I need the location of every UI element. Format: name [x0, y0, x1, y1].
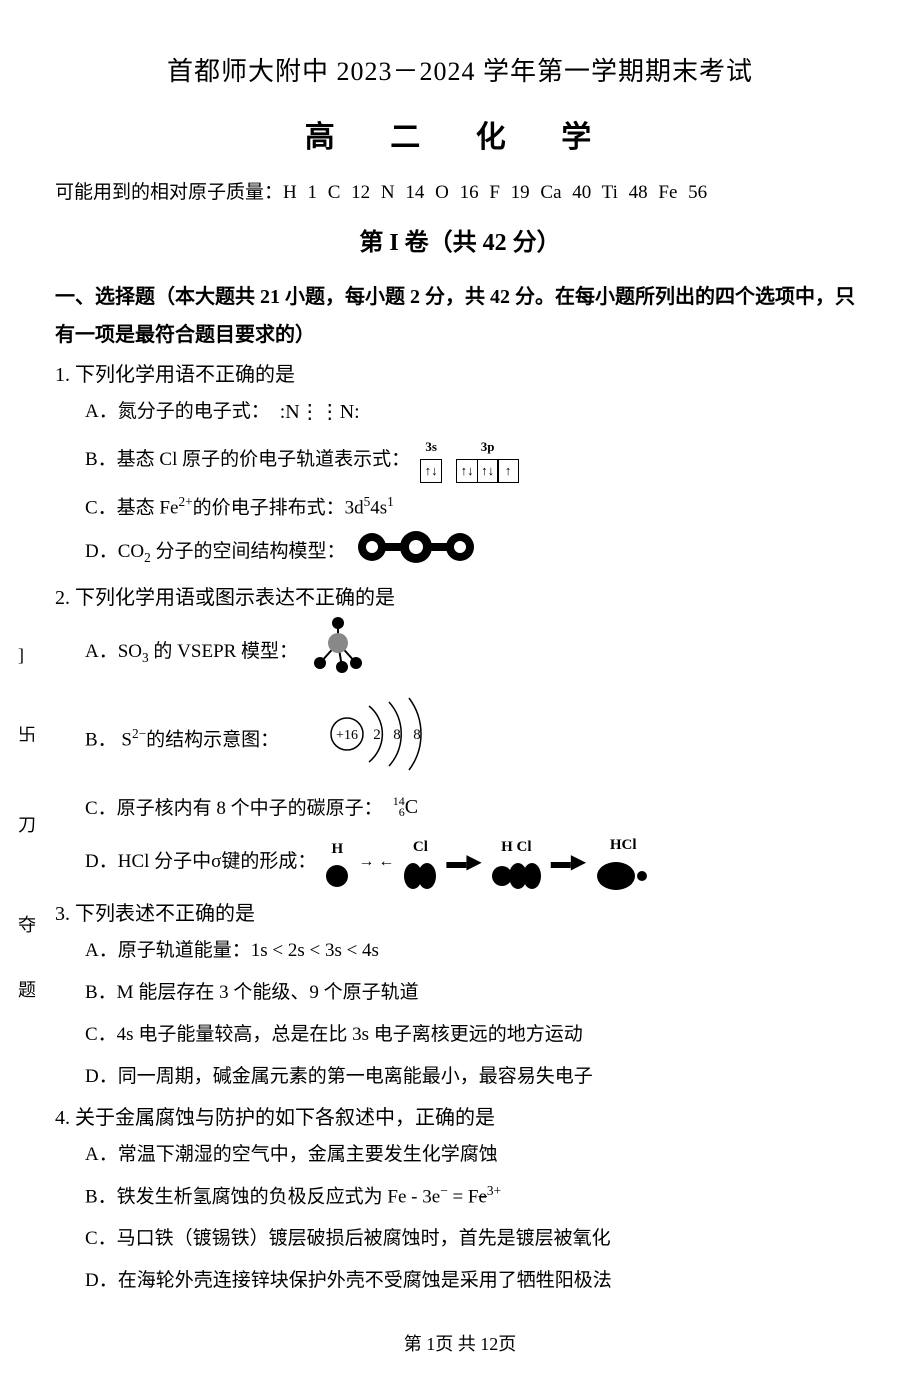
option-text: C．基态 Fe2+的价电子排布式：3d54s1 — [85, 491, 394, 525]
option-text: A．常温下潮湿的空气中，金属主要发生化学腐蚀 — [85, 1139, 498, 1171]
question-stem: 1. 下列化学用语不正确的是 — [55, 358, 865, 392]
orbital-label: 3p — [481, 436, 495, 458]
n2-lewis-diagram: :N⋮⋮N: — [280, 395, 360, 429]
option-text: B．M 能层存在 3 个能级、9 个原子轨道 — [85, 977, 419, 1009]
option-text: D．HCl 分子中σ键的形成： — [85, 846, 316, 878]
option: B． S2−的结构示意图：+16288 — [85, 694, 865, 785]
page-footer: 第 1页 共 12页 — [55, 1329, 865, 1360]
svg-text:+16: +16 — [336, 728, 358, 743]
option: D．在海轮外壳连接锌块保护外壳不受腐蚀是采用了牺牲阳极法 — [85, 1263, 865, 1299]
c14-notation: 146C — [393, 790, 418, 824]
option-text: C．马口铁（镀锡铁）镀层破损后被腐蚀时，首先是镀层被氧化 — [85, 1223, 611, 1255]
section-instructions: 一、选择题（本大题共 21 小题，每小题 2 分，共 42 分。在每小题所列出的… — [55, 278, 865, 354]
atomic-masses: 可能用到的相对原子质量：H 1 C 12 N 14 O 16 F 19 Ca 4… — [55, 177, 865, 209]
side-margin-char: 卐 — [18, 720, 36, 751]
option: C．马口铁（镀锡铁）镀层破损后被腐蚀时，首先是镀层被氧化 — [85, 1221, 865, 1257]
orbital-label: 3s — [425, 436, 437, 458]
option: D．CO2 分子的空间结构模型： — [85, 531, 865, 574]
option-text: B．铁发生析氢腐蚀的负极反应式为 Fe - 3e− = Fe3+ — [85, 1180, 501, 1214]
option: B．基态 Cl 原子的价电子轨道表示式：3s↑↓3p↑↓↑↓↑ — [85, 436, 865, 483]
side-margin-char: 刀 — [18, 810, 36, 841]
side-margin-char: ] — [18, 640, 24, 671]
orbital-cell: ↑ — [497, 459, 519, 483]
page-title: 首都师大附中 2023－2024 学年第一学期期末考试 — [55, 50, 865, 94]
question: 4. 关于金属腐蚀与防护的如下各叙述中，正确的是 A．常温下潮湿的空气中，金属主要… — [55, 1101, 865, 1299]
option: A．氮分子的电子式： :N⋮⋮N: — [85, 394, 865, 430]
option-text: C．原子核内有 8 个中子的碳原子： — [85, 793, 383, 825]
question: 3. 下列表述不正确的是 A．原子轨道能量：1s < 2s < 3s < 4s B．… — [55, 897, 865, 1095]
option: A．常温下潮湿的空气中，金属主要发生化学腐蚀 — [85, 1137, 865, 1173]
option: C．原子核内有 8 个中子的碳原子： 146C — [85, 791, 865, 827]
option: C．4s 电子能量较高，总是在比 3s 电子离核更远的地方运动 — [85, 1017, 865, 1053]
option: B．M 能层存在 3 个能级、9 个原子轨道 — [85, 975, 865, 1011]
option-text: D．CO2 分子的空间结构模型： — [85, 536, 346, 569]
option: D．同一周期，碱金属元素的第一电离能最小，最容易失电子 — [85, 1059, 865, 1095]
svg-text:8: 8 — [413, 727, 421, 743]
section-title: 第 I 卷（共 42 分） — [55, 223, 865, 264]
so3-model-diagram — [308, 617, 368, 688]
hcl-sigma-diagram: H→ ←Cl▬▶H Cl▬▶HCl — [326, 833, 650, 891]
svg-text:8: 8 — [393, 727, 401, 743]
option: B．铁发生析氢腐蚀的负极反应式为 Fe - 3e− = Fe3+ — [85, 1179, 865, 1215]
side-margin-char: 夺 — [18, 910, 36, 941]
orbital-cell: ↑↓ — [477, 459, 499, 483]
option-text: A．原子轨道能量：1s < 2s < 3s < 4s — [85, 935, 379, 967]
option: D．HCl 分子中σ键的形成： H→ ←Cl▬▶H Cl▬▶HCl — [85, 833, 865, 891]
option-text: A．SO3 的 VSEPR 模型： — [85, 636, 298, 669]
cl-orbital-diagram: 3s↑↓3p↑↓↑↓↑ — [420, 436, 519, 483]
s2-structure-diagram: +16288 — [319, 694, 459, 785]
option: C．基态 Fe2+的价电子排布式：3d54s1 — [85, 489, 865, 525]
question-stem: 3. 下列表述不正确的是 — [55, 897, 865, 931]
question: 1. 下列化学用语不正确的是 A．氮分子的电子式： :N⋮⋮N: B．基态 Cl 原子… — [55, 358, 865, 574]
subject-title: 高 二 化 学 — [55, 112, 865, 163]
side-margin-char: 题 — [18, 975, 36, 1006]
co2-model-diagram — [356, 531, 476, 574]
question-stem: 2. 下列化学用语或图示表达不正确的是 — [55, 581, 865, 615]
option-text: D．在海轮外壳连接锌块保护外壳不受腐蚀是采用了牺牲阳极法 — [85, 1265, 612, 1297]
svg-text:2: 2 — [373, 727, 381, 743]
question-stem: 4. 关于金属腐蚀与防护的如下各叙述中，正确的是 — [55, 1101, 865, 1135]
option: A．SO3 的 VSEPR 模型： — [85, 617, 865, 688]
option-text: B．基态 Cl 原子的价电子轨道表示式： — [85, 444, 410, 476]
orbital-cell: ↑↓ — [420, 459, 442, 483]
question: 2. 下列化学用语或图示表达不正确的是 A．SO3 的 VSEPR 模型： B． S… — [55, 581, 865, 891]
option-text: B． S2−的结构示意图： — [85, 723, 279, 757]
option: A．原子轨道能量：1s < 2s < 3s < 4s — [85, 933, 865, 969]
option-text: D．同一周期，碱金属元素的第一电离能最小，最容易失电子 — [85, 1061, 593, 1093]
option-text: A．氮分子的电子式： — [85, 396, 270, 428]
orbital-cell: ↑↓ — [456, 459, 478, 483]
option-text: C．4s 电子能量较高，总是在比 3s 电子离核更远的地方运动 — [85, 1019, 583, 1051]
